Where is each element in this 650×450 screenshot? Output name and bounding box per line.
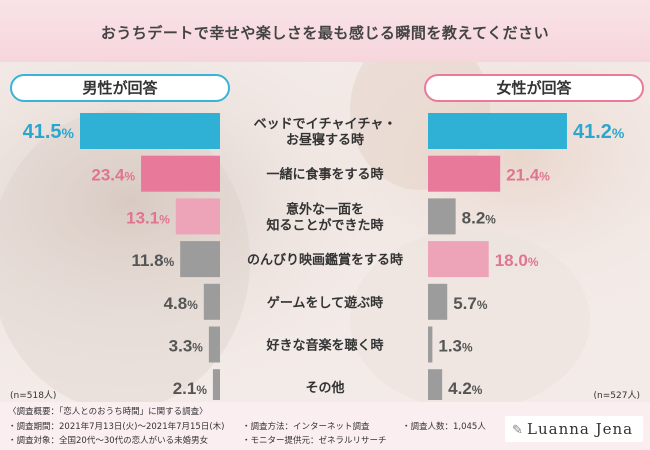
category-label: その他 — [305, 380, 344, 396]
female-value-label: 18.0% — [495, 251, 539, 270]
female-bar — [428, 198, 456, 235]
category-label: ゲームをして遊ぶ時 — [267, 295, 383, 311]
male-value-label: 41.5% — [23, 121, 75, 143]
female-bar — [428, 113, 567, 149]
survey-provider: ・モニター提供元：ゼネラルリサーチ — [242, 436, 387, 446]
male-value-label: 2.1% — [173, 379, 208, 398]
survey-target: ・調査対象：全国20代〜30代の恋人がいる未婚男女 — [8, 436, 209, 446]
female-value-label: 1.3% — [438, 337, 473, 356]
category-label: 意外な一面を知ることができた時 — [266, 201, 383, 233]
male-bar — [208, 326, 220, 363]
brand-logo: ✎ Luanna Jena — [505, 416, 643, 442]
female-bar — [428, 155, 501, 192]
male-sample-size: (n=518人) — [10, 391, 57, 401]
survey-period: ・調査期間：2021年7月13日(火)〜2021年7月15日(木) — [8, 422, 225, 432]
chart-title: おうちデートで幸せや楽しさを最も感じる瞬間を教えてください — [100, 24, 550, 42]
survey-method: ・調査方法：インターネット調査 — [242, 422, 370, 432]
male-bar — [212, 369, 220, 400]
survey-count: ・調査人数：1,045人 — [402, 422, 486, 432]
male-panel-label: 男性が回答 — [10, 74, 230, 102]
female-bar — [428, 241, 489, 278]
male-bar — [141, 155, 220, 192]
female-sample-size: (n=527人) — [593, 391, 640, 401]
male-value-label: 4.8% — [164, 294, 199, 313]
female-bar — [428, 283, 448, 320]
male-bar — [203, 283, 220, 320]
brand-logo-text: Luanna Jena — [527, 420, 634, 438]
male-value-label: 23.4% — [91, 166, 135, 185]
female-value-label: 5.7% — [453, 294, 488, 313]
female-value-label: 41.2% — [573, 121, 625, 143]
title-band — [0, 0, 650, 62]
female-bar — [428, 369, 443, 400]
female-value-label: 4.2% — [448, 379, 483, 398]
male-value-label: 13.1% — [126, 208, 170, 227]
male-bar — [175, 198, 220, 235]
male-value-label: 3.3% — [169, 337, 204, 356]
bar-chart: 41.5% 41.2% ベッドでイチャイチャ・お昼寝する時 23.4% 21.4% 一緒に… — [23, 113, 625, 400]
survey-overview: 〈調査概要：「恋人とのおうち時間」に関する調査〉 — [8, 407, 208, 417]
male-bar — [180, 241, 220, 278]
category-label: ベッドでイチャイチャ・お昼寝する時 — [254, 117, 397, 148]
feather-icon: ✎ — [512, 423, 524, 438]
male-bar — [80, 113, 220, 149]
female-panel-label: 女性が回答 — [424, 74, 644, 102]
female-bar — [428, 326, 433, 363]
female-value-label: 21.4% — [506, 166, 550, 185]
category-label: 一緒に食事をする時 — [266, 167, 383, 183]
female-value-label: 8.2% — [462, 208, 497, 227]
category-label: のんびり映画鑑賞をする時 — [247, 252, 403, 268]
category-label: 好きな音楽を聴く時 — [265, 338, 383, 354]
male-value-label: 11.8% — [131, 251, 174, 270]
